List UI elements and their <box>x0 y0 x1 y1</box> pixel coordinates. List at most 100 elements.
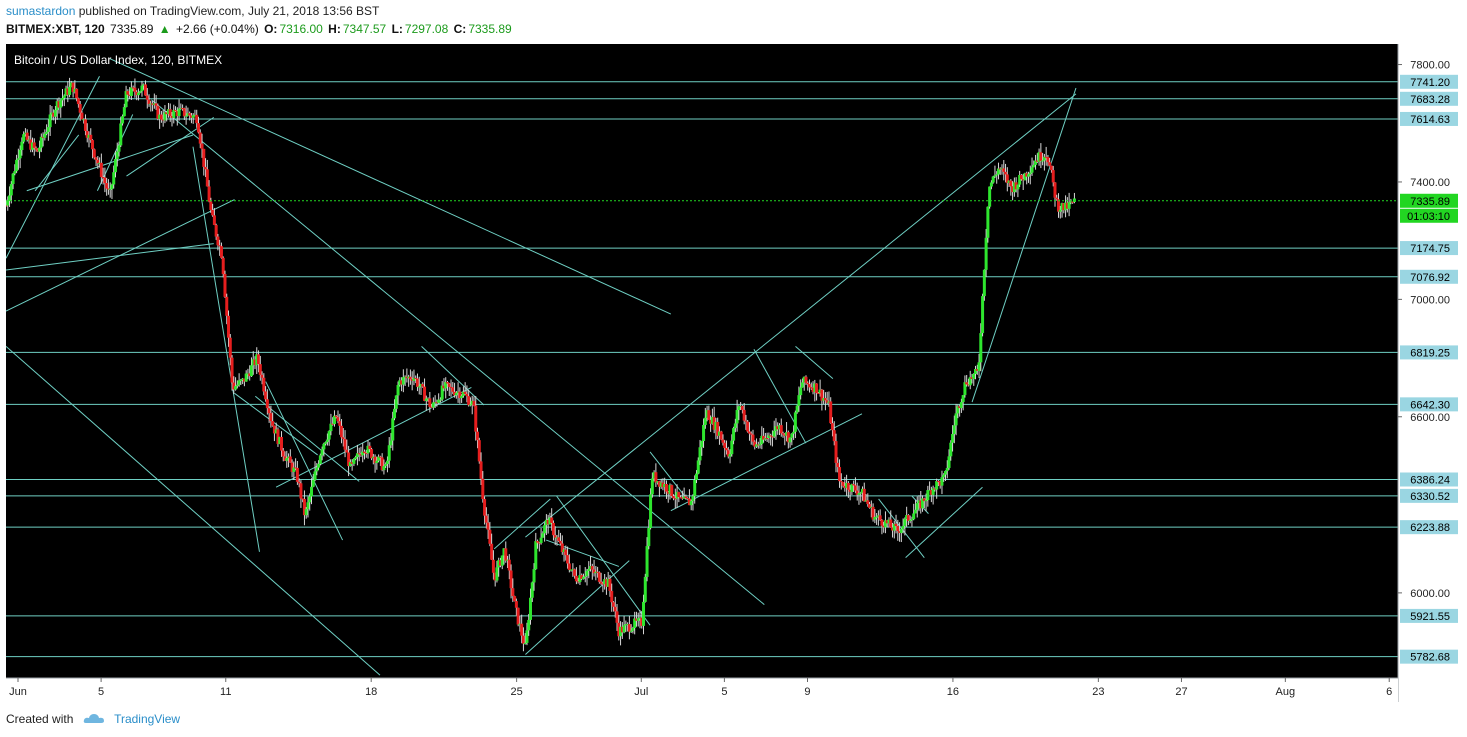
candle-body <box>140 85 144 92</box>
candle-body <box>698 447 702 461</box>
candle-body <box>892 523 896 531</box>
candle-body <box>106 188 110 190</box>
author-link[interactable]: sumastardon <box>6 4 76 18</box>
candle-body <box>64 88 68 96</box>
candle-body <box>91 140 95 150</box>
candle-body <box>567 563 571 570</box>
candle-body <box>959 402 963 409</box>
candle-body <box>302 498 306 516</box>
candle-body <box>961 395 965 403</box>
candle-body <box>336 417 340 422</box>
price-chart[interactable]: 7800.00 7400.00 7000.00 6600.00 6000.00 7741… <box>4 44 1462 702</box>
candle-body <box>553 535 557 538</box>
candle-body <box>188 113 192 116</box>
candle-body <box>474 405 478 432</box>
candle-body <box>686 497 690 499</box>
candle-body <box>317 463 321 468</box>
candle-body <box>811 387 815 392</box>
candle-body <box>350 462 354 464</box>
candle-body <box>59 100 63 108</box>
candle-body <box>313 471 317 481</box>
candle-body <box>573 569 577 576</box>
candle-body <box>428 398 432 407</box>
candle-body <box>196 123 200 133</box>
candle-body <box>23 132 27 135</box>
candle-body <box>375 460 379 464</box>
candle-body <box>278 436 282 444</box>
candle-body <box>928 490 932 492</box>
candle-body <box>193 114 197 116</box>
candle-body <box>624 624 628 626</box>
candle-body <box>225 296 229 316</box>
candle-body <box>642 601 646 626</box>
chart-container[interactable]: 7800.00 7400.00 7000.00 6600.00 6000.00 7741… <box>4 44 1462 702</box>
candle-body <box>468 404 472 406</box>
candle-body <box>191 115 195 118</box>
candle-body <box>232 382 236 390</box>
candle-body <box>393 408 397 419</box>
candle-body <box>32 142 36 148</box>
candle-body <box>756 444 760 446</box>
candle-body <box>419 384 423 387</box>
level-label-box <box>1400 111 1458 126</box>
candle-body <box>767 435 771 439</box>
candle-body <box>438 399 442 401</box>
candle-body <box>1049 165 1053 171</box>
candle-body <box>836 462 840 468</box>
candle-body <box>354 457 358 460</box>
candle-body <box>804 376 808 383</box>
candle-body <box>105 183 109 189</box>
candle-body <box>714 421 718 430</box>
publisher-line: sumastardon published on TradingView.com… <box>6 4 379 18</box>
date-tick-label: 11 <box>220 686 231 698</box>
candle-body <box>45 131 49 134</box>
level-label: 6819.25 <box>1410 347 1450 359</box>
candle-body <box>497 560 501 568</box>
candle-body <box>43 133 47 138</box>
candle-body <box>1025 173 1029 177</box>
candle-body <box>626 624 630 626</box>
candle-body <box>813 383 817 392</box>
trendline-28 <box>971 87 1077 403</box>
candle-body <box>859 492 863 494</box>
candle-body <box>182 108 186 117</box>
trendline-3 <box>5 345 381 676</box>
candle-body <box>89 134 93 141</box>
candle-body <box>603 579 607 585</box>
candle-body <box>66 88 70 95</box>
candle-body <box>498 560 502 566</box>
candle-body <box>1018 174 1022 185</box>
candle-body <box>970 377 974 379</box>
candle-body <box>732 428 736 441</box>
candle-body <box>355 453 359 458</box>
candle-body <box>615 611 619 623</box>
candle-body <box>364 453 368 455</box>
chart-background <box>6 44 1462 702</box>
low-value: 7297.08 <box>404 22 449 36</box>
candle-body <box>211 209 215 216</box>
candle-body <box>262 377 266 392</box>
candle-body <box>449 386 453 388</box>
candle-body <box>378 456 382 458</box>
candle-body <box>172 110 176 118</box>
candle-body <box>251 359 255 366</box>
candle-body <box>472 400 476 406</box>
candle-body <box>435 402 439 404</box>
candle-body <box>27 139 31 141</box>
candle-body <box>68 86 72 95</box>
candle-body <box>1053 182 1057 198</box>
candle-body <box>891 527 895 531</box>
candle-body <box>850 484 854 492</box>
candle-body <box>170 116 174 118</box>
candle-body <box>311 480 315 487</box>
tradingview-link[interactable]: TradingView <box>114 712 181 726</box>
close-value: 7335.89 <box>468 22 512 36</box>
candle-body <box>1009 180 1013 187</box>
candle-body <box>181 107 185 109</box>
candle-body <box>536 541 540 543</box>
candle-body <box>76 98 80 105</box>
candle-body <box>495 567 499 581</box>
candle-body <box>677 491 681 498</box>
low-label: L: <box>391 22 403 36</box>
candle-body <box>1057 199 1061 212</box>
